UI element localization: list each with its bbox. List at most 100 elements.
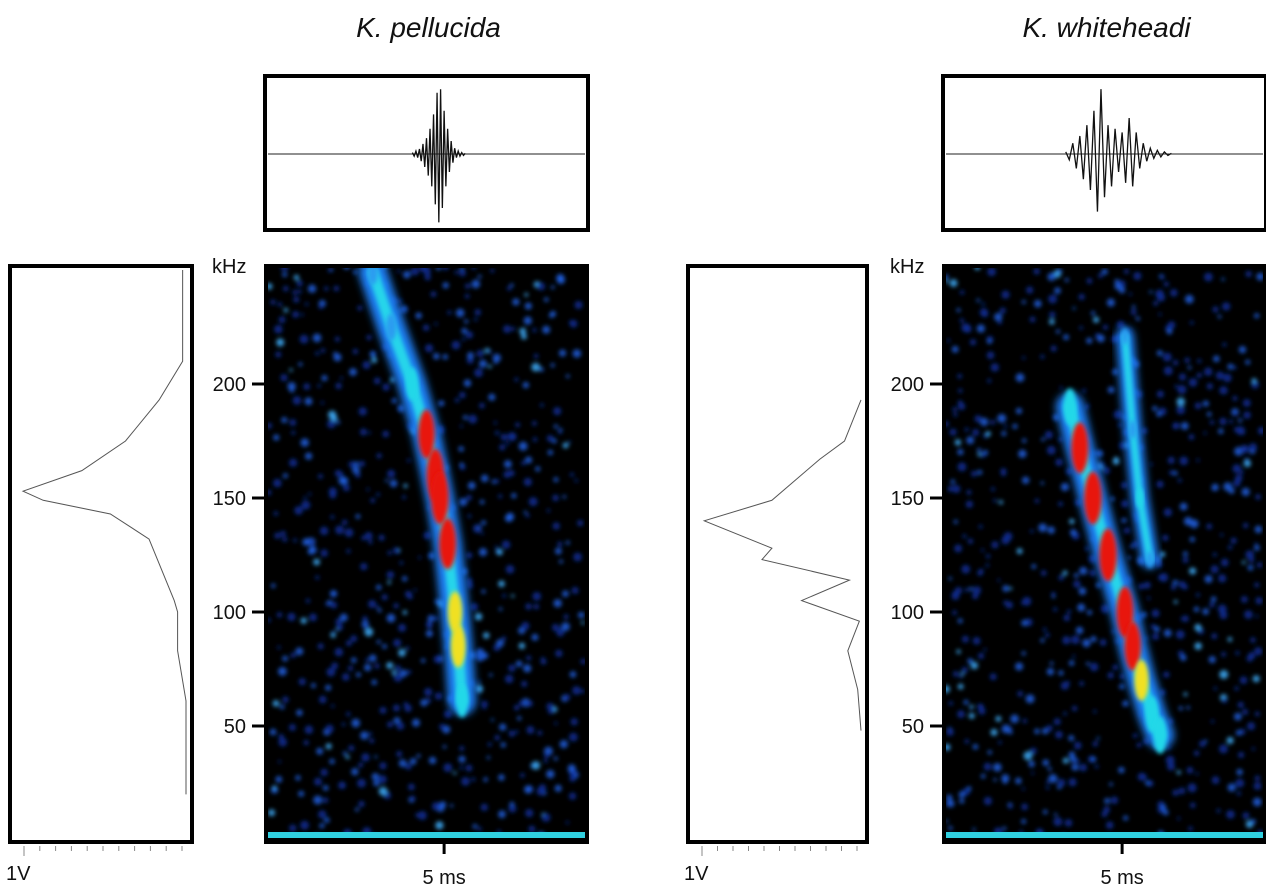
noise-speckle bbox=[335, 525, 345, 535]
noise-speckle bbox=[397, 404, 405, 413]
x-tick-label: 5 ms bbox=[1100, 867, 1143, 889]
noise-speckle bbox=[351, 768, 359, 776]
noise-speckle bbox=[355, 514, 361, 519]
noise-speckle bbox=[503, 325, 512, 334]
noise-speckle bbox=[1102, 466, 1111, 475]
noise-speckle bbox=[468, 414, 478, 424]
noise-speckle bbox=[318, 304, 324, 310]
noise-speckle bbox=[320, 348, 326, 353]
noise-speckle bbox=[478, 359, 487, 368]
noise-speckle bbox=[1107, 386, 1115, 394]
noise-speckle bbox=[1250, 818, 1256, 825]
noise-speckle bbox=[958, 791, 966, 798]
noise-speckle bbox=[474, 368, 483, 378]
noise-speckle bbox=[1057, 778, 1066, 787]
noise-speckle bbox=[276, 338, 285, 347]
noise-speckle bbox=[1064, 819, 1073, 827]
noise-speckle bbox=[391, 398, 397, 404]
noise-speckle bbox=[303, 739, 309, 746]
noise-speckle bbox=[1226, 810, 1235, 819]
noise-speckle bbox=[995, 715, 1002, 722]
noise-speckle bbox=[513, 704, 520, 711]
noise-speckle bbox=[472, 823, 478, 829]
noise-speckle bbox=[467, 514, 472, 518]
noise-speckle bbox=[1031, 564, 1037, 569]
noise-speckle bbox=[1211, 633, 1218, 640]
noise-speckle bbox=[415, 312, 422, 319]
noise-speckle bbox=[318, 810, 327, 819]
noise-speckle bbox=[447, 310, 452, 315]
noise-speckle bbox=[1071, 705, 1078, 712]
noise-speckle bbox=[977, 570, 983, 576]
noise-speckle bbox=[1223, 373, 1232, 383]
noise-speckle bbox=[498, 774, 505, 781]
noise-speckle bbox=[556, 275, 566, 285]
noise-speckle bbox=[1156, 480, 1164, 488]
noise-speckle bbox=[551, 623, 560, 632]
noise-speckle bbox=[473, 317, 478, 322]
noise-speckle bbox=[946, 819, 949, 823]
noise-speckle bbox=[1023, 751, 1033, 761]
noise-speckle bbox=[1003, 600, 1008, 606]
noise-speckle bbox=[1073, 741, 1082, 750]
noise-speckle bbox=[1188, 434, 1195, 440]
noise-speckle bbox=[1232, 395, 1238, 401]
noise-speckle bbox=[355, 807, 359, 812]
noise-speckle bbox=[987, 268, 996, 277]
noise-speckle bbox=[1068, 735, 1075, 742]
noise-speckle bbox=[948, 701, 954, 706]
noise-speckle bbox=[293, 274, 300, 281]
noise-speckle bbox=[291, 430, 296, 435]
noise-speckle bbox=[1248, 557, 1255, 563]
noise-speckle bbox=[1177, 385, 1187, 395]
noise-speckle bbox=[1123, 527, 1131, 534]
noise-speckle bbox=[1196, 593, 1200, 597]
noise-speckle bbox=[972, 827, 976, 831]
noise-speckle bbox=[504, 514, 513, 523]
noise-speckle bbox=[435, 268, 441, 271]
noise-speckle bbox=[518, 700, 525, 707]
noise-speckle bbox=[1069, 528, 1077, 536]
noise-speckle bbox=[1253, 782, 1262, 790]
noise-speckle bbox=[461, 777, 470, 786]
noise-speckle bbox=[511, 326, 516, 331]
noise-speckle bbox=[1242, 399, 1251, 407]
noise-speckle bbox=[292, 396, 302, 405]
noise-speckle bbox=[1047, 272, 1056, 281]
noise-speckle bbox=[574, 478, 578, 483]
noise-speckle bbox=[946, 685, 950, 694]
noise-speckle bbox=[550, 310, 557, 317]
noise-speckle bbox=[553, 756, 558, 761]
noise-speckle bbox=[1209, 601, 1215, 608]
call-point bbox=[1071, 422, 1089, 474]
noise-speckle bbox=[1163, 671, 1170, 678]
noise-speckle bbox=[1166, 328, 1173, 335]
noise-speckle bbox=[1033, 268, 1040, 275]
noise-speckle bbox=[1068, 778, 1077, 787]
noise-speckle bbox=[985, 554, 991, 559]
noise-speckle bbox=[957, 462, 967, 472]
noise-speckle bbox=[464, 293, 470, 299]
noise-speckle bbox=[1002, 585, 1010, 592]
noise-speckle bbox=[557, 541, 563, 547]
noise-speckle bbox=[1040, 570, 1047, 576]
call-point bbox=[439, 518, 457, 570]
noise-speckle bbox=[541, 813, 551, 822]
noise-speckle bbox=[273, 434, 280, 441]
noise-speckle bbox=[1240, 595, 1248, 603]
noise-speckle bbox=[282, 536, 288, 542]
noise-speckle bbox=[480, 531, 484, 535]
noise-speckle bbox=[341, 722, 346, 727]
noise-speckle bbox=[480, 803, 488, 811]
noise-speckle bbox=[1167, 456, 1175, 464]
noise-speckle bbox=[330, 632, 336, 638]
noise-speckle bbox=[1217, 604, 1227, 614]
noise-speckle bbox=[1227, 637, 1233, 642]
noise-speckle bbox=[1048, 318, 1055, 325]
noise-speckle bbox=[1211, 483, 1219, 491]
noise-speckle bbox=[546, 769, 555, 779]
noise-speckle bbox=[366, 487, 370, 491]
noise-speckle bbox=[381, 594, 388, 601]
noise-speckle bbox=[490, 268, 495, 273]
noise-speckle bbox=[518, 441, 528, 451]
